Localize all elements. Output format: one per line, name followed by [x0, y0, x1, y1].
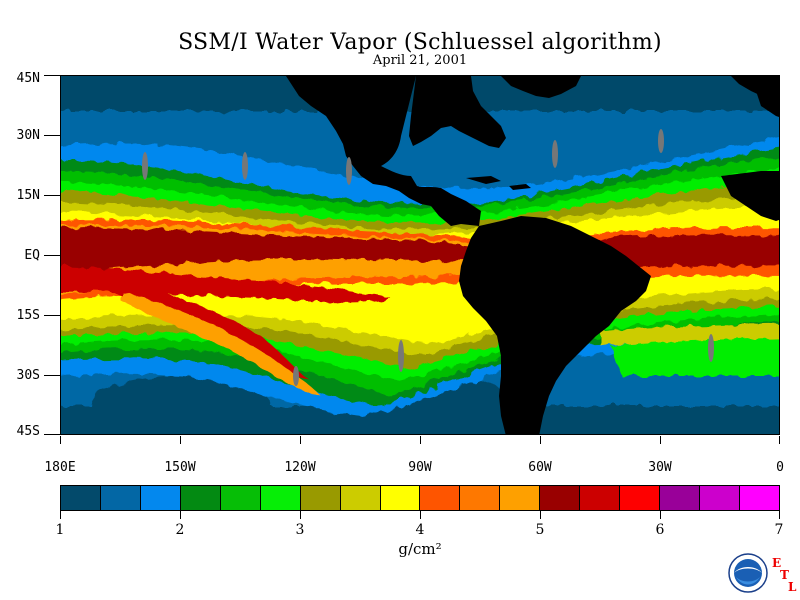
- lat-tick: [44, 255, 60, 256]
- colorbar-label-4: 4: [415, 522, 425, 538]
- lat-tick: [44, 434, 60, 435]
- colorbar-label-7: 7: [774, 522, 784, 538]
- lon-tick: [180, 436, 181, 444]
- land-masses: [286, 76, 779, 434]
- chart-title: SSM/I Water Vapor (Schluessel algorithm): [178, 30, 662, 55]
- lat-tick: [44, 75, 60, 76]
- colorbar-label-5: 5: [535, 522, 545, 538]
- data-gaps: [142, 129, 714, 386]
- colorbar-swatch: [100, 486, 141, 510]
- colorbar-tick: [180, 511, 181, 519]
- chart-date: April 21, 2001: [372, 53, 468, 68]
- lon-label-30w: 30W: [648, 460, 672, 475]
- logo-letter-e: E: [772, 556, 782, 570]
- lat-tick: [44, 135, 60, 136]
- colorbar-swatch: [660, 486, 700, 510]
- colorbar-tick: [420, 511, 421, 519]
- lat-label-30n: 30N: [16, 128, 40, 143]
- colorbar-swatch: [580, 486, 621, 510]
- lat-label-30s: 30S: [16, 368, 40, 383]
- colorbar-swatch: [340, 486, 381, 510]
- lon-label-180e: 180E: [44, 460, 76, 475]
- colorbar-units: g/cm²: [398, 540, 442, 558]
- colorbar-swatch: [140, 486, 181, 510]
- lat-tick: [44, 315, 60, 316]
- colorbar-tick: [540, 511, 541, 519]
- colorbar-swatch: [260, 486, 301, 510]
- lat-label-15n: 15N: [16, 188, 40, 203]
- lon-tick: [660, 436, 661, 444]
- colorbar-swatch: [61, 486, 101, 510]
- colorbar-swatch: [540, 486, 581, 510]
- colorbar-tick: [60, 511, 61, 519]
- colorbar-swatch: [620, 486, 661, 510]
- lon-tick: [60, 436, 61, 444]
- colorbar-label-2: 2: [175, 522, 185, 538]
- lat-label-45n: 45N: [16, 71, 40, 86]
- colorbar-swatch: [739, 486, 779, 510]
- logo-letter-l: L: [788, 580, 797, 594]
- lon-tick: [779, 436, 780, 444]
- colorbar-swatch: [420, 486, 461, 510]
- colorbar: [60, 485, 780, 511]
- lon-tick: [420, 436, 421, 444]
- lon-label-0: 0: [776, 460, 784, 475]
- lat-tick: [44, 375, 60, 376]
- colorbar-swatch: [220, 486, 261, 510]
- lat-label-15s: 15S: [16, 308, 40, 323]
- lon-tick: [540, 436, 541, 444]
- lon-label-120w: 120W: [284, 460, 316, 475]
- colorbar-swatch: [700, 486, 740, 510]
- vapor-field: [61, 76, 779, 434]
- colorbar-swatch: [180, 486, 221, 510]
- logo-letter-t: T: [780, 568, 789, 582]
- colorbar-label-6: 6: [655, 522, 665, 538]
- lon-tick: [300, 436, 301, 444]
- colorbar-label-3: 3: [295, 522, 305, 538]
- colorbar-swatch: [500, 486, 541, 510]
- lat-label-eq: EQ: [24, 248, 40, 263]
- lon-label-150w: 150W: [164, 460, 196, 475]
- noaa-logo: [728, 553, 768, 593]
- colorbar-tick: [779, 511, 780, 519]
- lon-label-90w: 90W: [408, 460, 432, 475]
- colorbar-label-1: 1: [55, 522, 65, 538]
- colorbar-swatch: [380, 486, 421, 510]
- colorbar-tick: [660, 511, 661, 519]
- lat-tick: [44, 195, 60, 196]
- colorbar-swatch: [300, 486, 341, 510]
- lon-label-60w: 60W: [528, 460, 552, 475]
- water-vapor-map: [60, 75, 780, 435]
- colorbar-tick: [300, 511, 301, 519]
- lat-label-45s: 45S: [16, 424, 40, 439]
- colorbar-swatch: [460, 486, 501, 510]
